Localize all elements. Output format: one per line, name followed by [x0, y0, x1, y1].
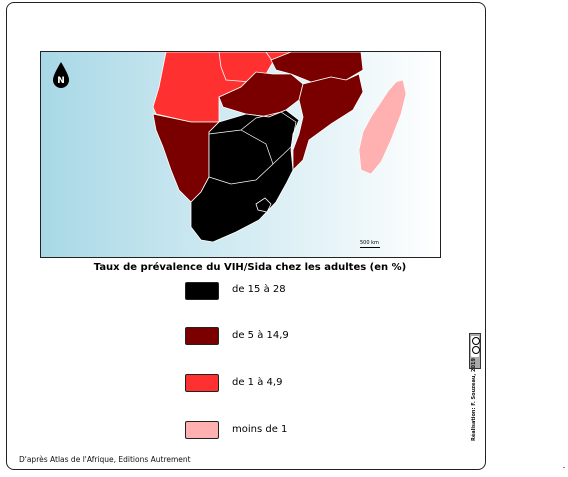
legend-title: Taux de prévalence du VIH/Sida chez les …	[93, 262, 407, 273]
north-label: N	[57, 76, 65, 86]
by-ring-icon	[472, 346, 480, 354]
region-mozambique	[292, 73, 364, 171]
cc-license-panel	[471, 336, 480, 357]
region-malawi-zambia	[218, 71, 304, 118]
north-arrow-icon: N	[53, 62, 69, 88]
legend-label-under-1: moins de 1	[232, 424, 288, 435]
scale-label: 500 km	[360, 240, 379, 246]
scale-line	[360, 247, 380, 248]
region-lesotho	[255, 197, 272, 213]
corner-mark	[563, 467, 565, 468]
scale-bar: 500 km	[360, 240, 380, 248]
legend-swatch-under-1	[185, 421, 219, 439]
author-credit: Réalisation: F. Souzeau, 2019	[471, 358, 477, 441]
legend-swatch-15-28	[185, 282, 219, 300]
border-zimbabwe	[240, 111, 297, 165]
cc-ring-icon	[472, 337, 480, 345]
source-note: D'après Atlas de l'Afrique, Editions Aut…	[19, 455, 191, 464]
cc-license-icon	[469, 333, 481, 369]
legend-label-5-14: de 5 à 14,9	[232, 330, 289, 341]
legend-swatch-1-4	[185, 374, 219, 392]
legend-swatch-5-14	[185, 327, 219, 345]
region-madagascar	[358, 79, 407, 175]
southern-africa-map: N	[41, 52, 440, 257]
legend-label-15-28: de 15 à 28	[232, 284, 286, 295]
map-frame: N	[40, 51, 441, 258]
legend-label-1-4: de 1 à 4,9	[232, 377, 283, 388]
